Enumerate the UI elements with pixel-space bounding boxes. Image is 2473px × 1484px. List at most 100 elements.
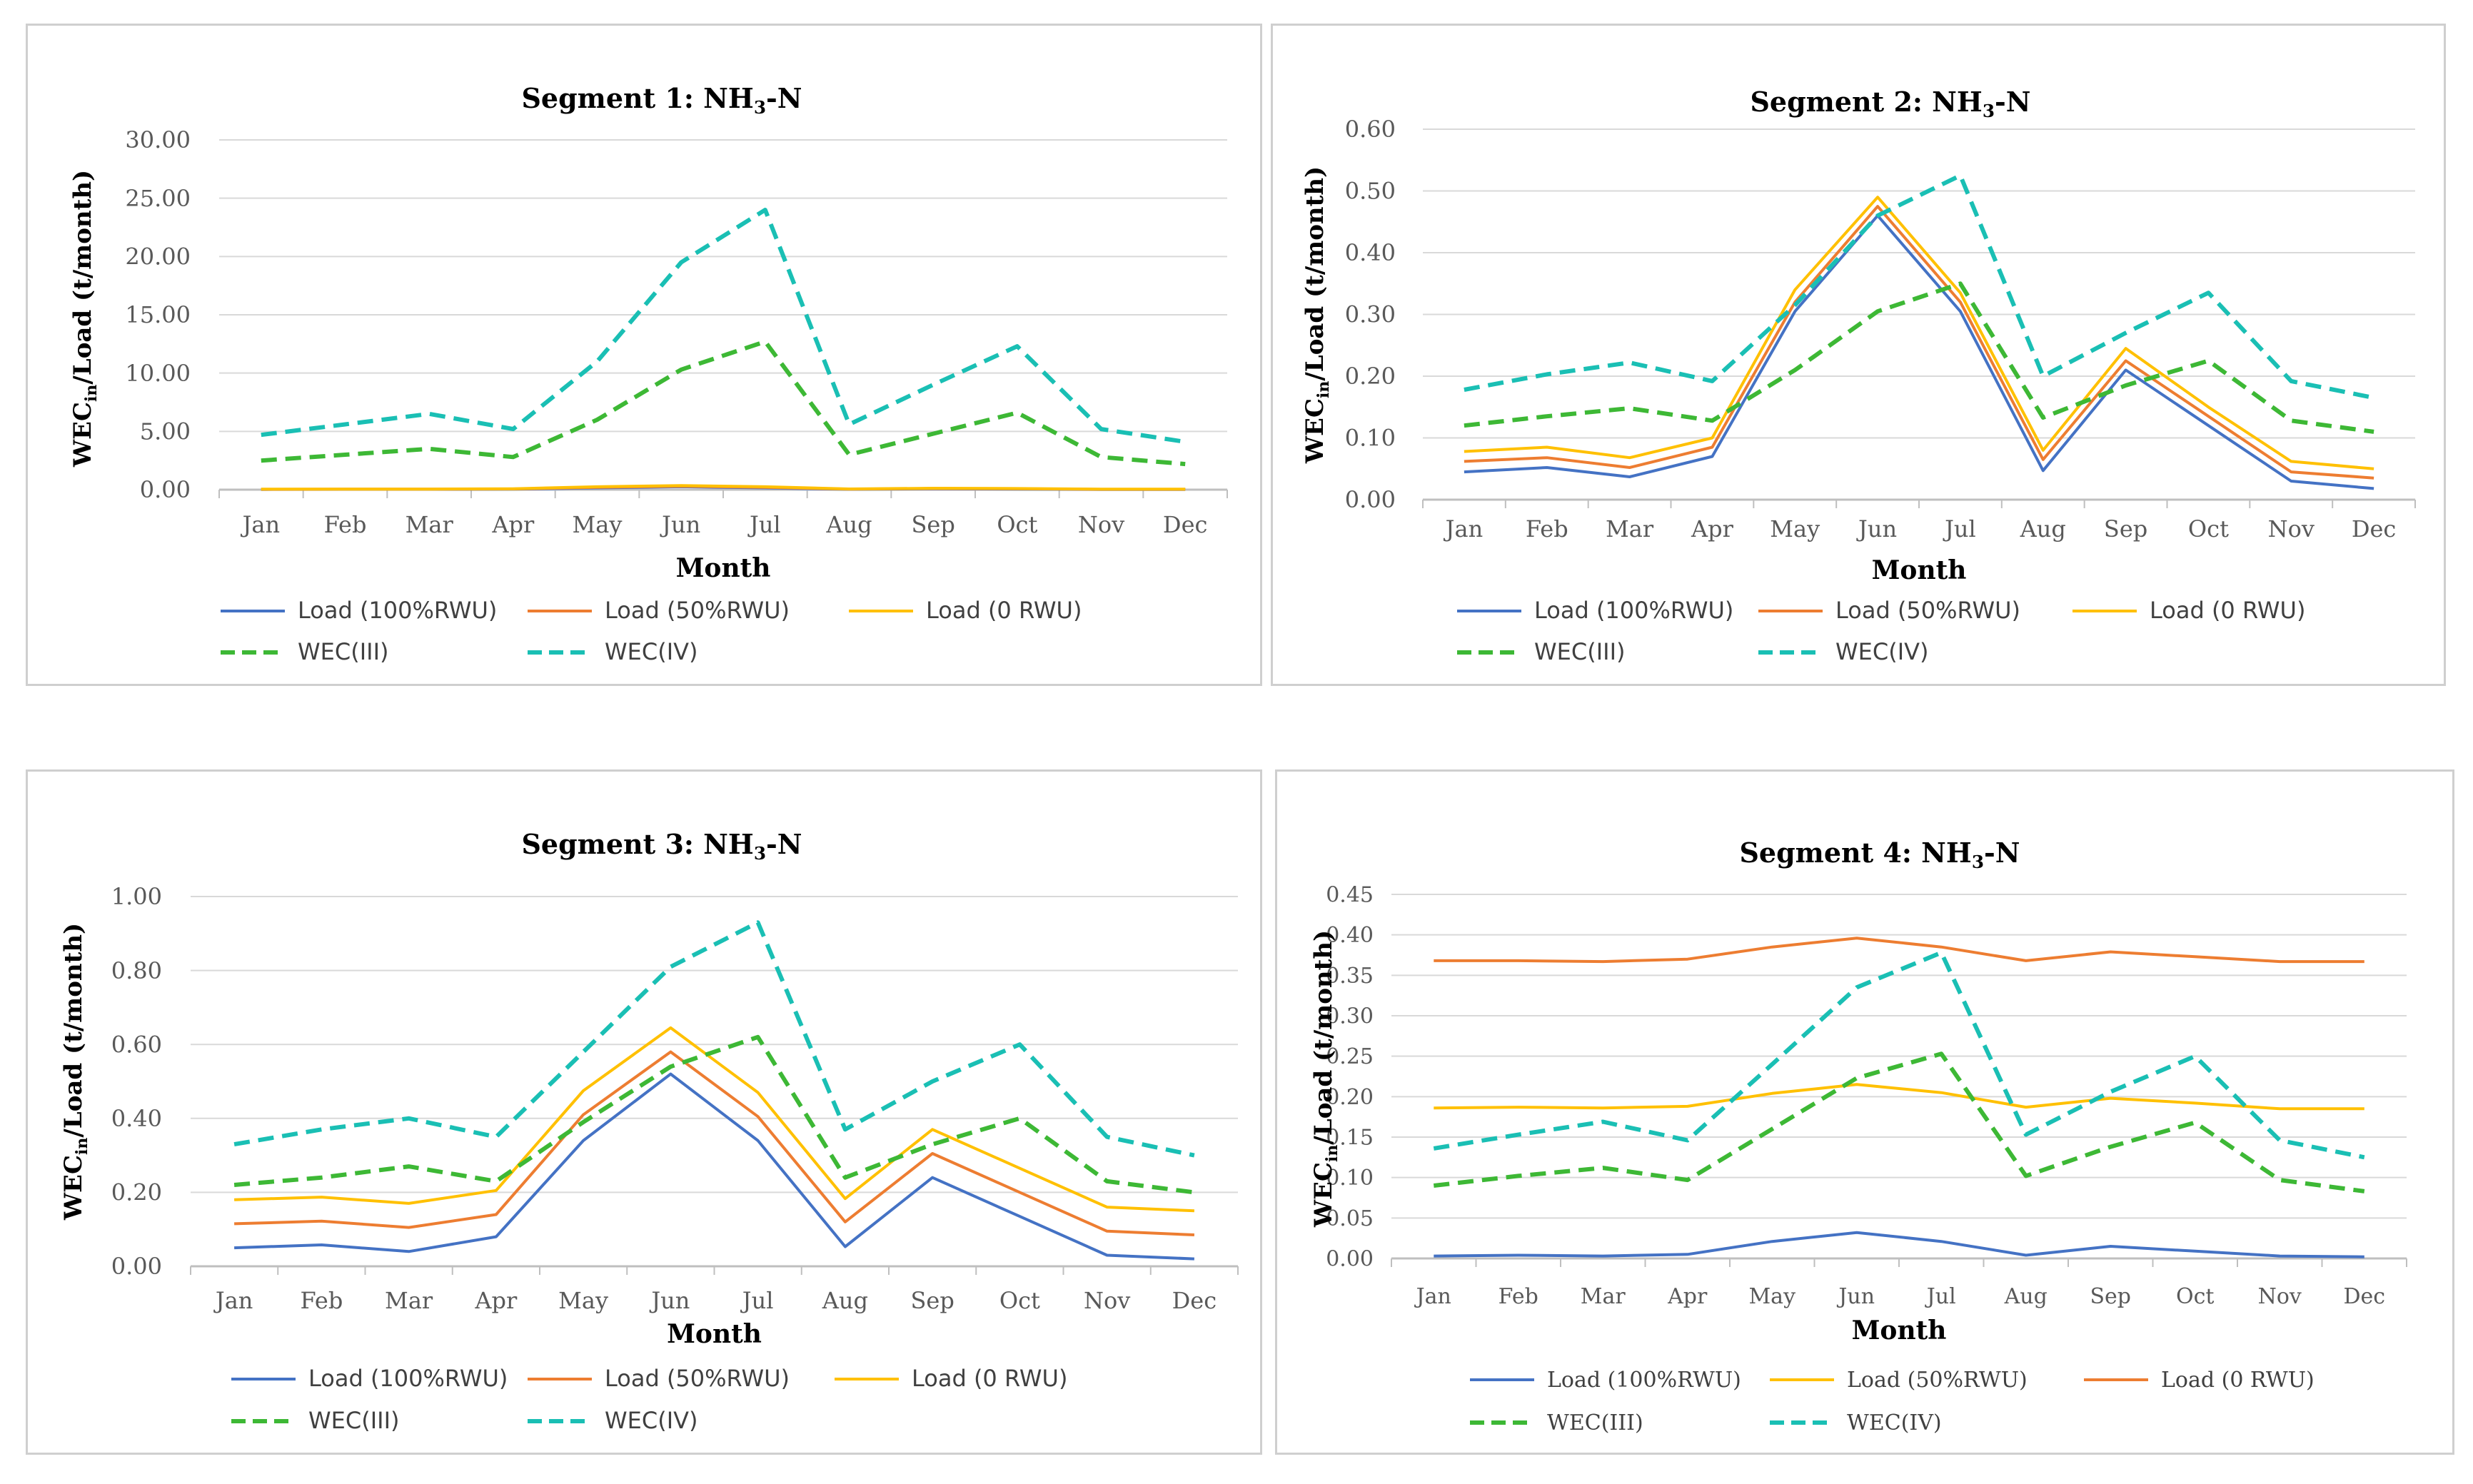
series-line-wec-iii [1464,281,2374,434]
series-line-wec-iii [233,1034,1195,1195]
y-tick-label: 5.00 [140,418,191,445]
series-line-load-0-rwu [1464,196,2374,470]
chart-title: Segment 2: NH3-N [1750,86,2030,121]
y-tick-label: 0.45 [1326,883,1374,908]
x-tick-label: Dec [1172,1287,1217,1314]
y-tick-label: 0.50 [1345,178,1396,205]
y-tick-label: 20.00 [125,243,191,271]
y-tick-label: 0.20 [1345,363,1396,390]
x-tick-label: Feb [300,1287,343,1314]
x-tick-label: Jun [660,511,700,538]
x-tick-label: Dec [2352,515,2397,542]
line-chart-svg: Segment 3: NH3-N 0.00 0.20 0.40 0.60 0.80 1.00… [59,828,1239,1434]
x-tick-label: Oct [2176,1284,2214,1309]
chart-title: Segment 3: NH3-N [521,828,802,864]
x-tick-label: Mar [406,511,454,538]
legend-label: WEC(IV) [1847,1410,1942,1435]
x-tick-label: Nov [2258,1284,2302,1309]
x-tick-label: Jul [1925,1284,1956,1309]
x-tick-label: Aug [825,511,872,538]
legend-label: Load (100%RWU) [308,1365,508,1392]
x-tick-label: Feb [1499,1284,1538,1309]
y-tick-label: 10.00 [125,360,191,387]
x-tick-label: Sep [2090,1284,2131,1309]
x-tick-label: Jan [241,511,281,538]
y-tick-label: 0.60 [111,1031,162,1058]
y-tick-label: 0.30 [1345,301,1396,328]
y-tick-label: 0.60 [1345,116,1396,143]
y-tick-label: 0.15 [1326,1126,1374,1151]
x-tick-label: Jun [1856,515,1897,542]
x-tick-label: Jul [740,1287,774,1314]
legend-label: Load (50%RWU) [605,597,790,624]
chart-panel-segment-3: Segment 3: NH3-N 0.00 0.20 0.40 0.60 0.80 1.00… [26,769,1262,1455]
series-line-wec-iv [1433,950,2365,1160]
legend-label: WEC(III) [298,638,388,665]
series-line-wec-iii [261,339,1186,467]
x-tick-label: May [1748,1284,1795,1309]
y-tick-label: 0.00 [111,1253,162,1280]
y-tick-label: 0.10 [1345,425,1396,452]
x-tick-label: Feb [1526,515,1568,542]
x-tick-label: Dec [2343,1284,2385,1309]
legend-label: Load (0 RWU) [912,1365,1067,1392]
x-tick-label: May [558,1287,608,1314]
legend-label: WEC(IV) [605,1407,698,1434]
x-tick-label: Nov [2268,515,2315,542]
x-tick-label: Mar [1606,515,1654,542]
x-tick-label: Jan [1414,1284,1451,1309]
x-tick-label: Apr [491,511,535,538]
x-tick-label: Sep [2104,515,2147,542]
y-tick-label: 1.00 [111,883,162,910]
series-line-load-50-rwu [1434,1083,2364,1111]
legend-label: WEC(III) [1547,1410,1643,1435]
x-tick-label: Apr [1691,515,1734,542]
chart-panel-segment-4: Segment 4: NH3-N 0.00 0.05 0.10 0.15 0.20 0.25… [1275,769,2454,1455]
y-axis-label: WECin/Load (t/month) [1301,166,1333,464]
x-tick-label: May [573,511,623,538]
legend-label: Load (0 RWU) [2150,597,2305,624]
legend-label: Load (0 RWU) [926,597,1082,624]
line-chart-svg: Segment 2: NH3-N 0.00 0.10 0.20 0.30 0.40 0.50… [1301,86,2416,665]
x-tick-label: Feb [324,511,367,538]
series-line-load-100-rwu [1434,1231,2364,1258]
y-axis-label: WECin/Load (t/month) [59,923,91,1221]
x-tick-label: Nov [1084,1287,1130,1314]
x-tick-label: Sep [911,511,955,538]
legend-label: Load (0 RWU) [2161,1368,2315,1393]
y-tick-label: 0.00 [140,476,191,503]
series-line-wec-iv [261,208,1186,444]
y-tick-label: 0.00 [1326,1247,1374,1272]
y-tick-label: 0.20 [111,1179,162,1206]
x-tick-label: Apr [474,1287,518,1314]
legend-label: WEC(III) [308,1407,399,1434]
y-tick-label: 0.40 [1326,923,1374,948]
y-tick-label: 0.00 [1345,486,1396,513]
y-tick-label: 0.40 [111,1105,162,1132]
chart-title: Segment 1: NH3-N [521,82,802,118]
x-tick-label: Jan [1444,515,1484,542]
y-tick-label: 0.40 [1345,239,1396,266]
y-tick-label: 0.35 [1326,964,1374,989]
x-tick-label: Nov [1078,511,1124,538]
x-tick-label: Jan [213,1287,253,1314]
x-tick-label: Dec [1163,511,1208,538]
series-line-wec-iv [1464,173,2374,400]
x-tick-label: Jul [1943,515,1976,542]
series-line-load-0-rwu [261,484,1186,491]
x-tick-label: Oct [2188,515,2229,542]
y-axis-label: WECin/Load (t/month) [69,170,101,468]
legend-label: Load (100%RWU) [1534,597,1733,624]
x-tick-label: Mar [385,1287,433,1314]
x-tick-label: Oct [999,1287,1040,1314]
x-tick-label: Jun [649,1287,690,1314]
legend-label: Load (100%RWU) [298,597,497,624]
y-tick-label: 0.30 [1326,1004,1374,1029]
x-tick-label: Jun [1836,1284,1875,1309]
x-axis-label: Month [667,1319,762,1349]
x-tick-label: Jul [747,511,781,538]
x-tick-label: May [1770,515,1820,542]
x-axis-label: Month [676,553,771,583]
x-tick-label: Apr [1667,1284,1708,1309]
x-axis-label: Month [1872,555,1967,585]
